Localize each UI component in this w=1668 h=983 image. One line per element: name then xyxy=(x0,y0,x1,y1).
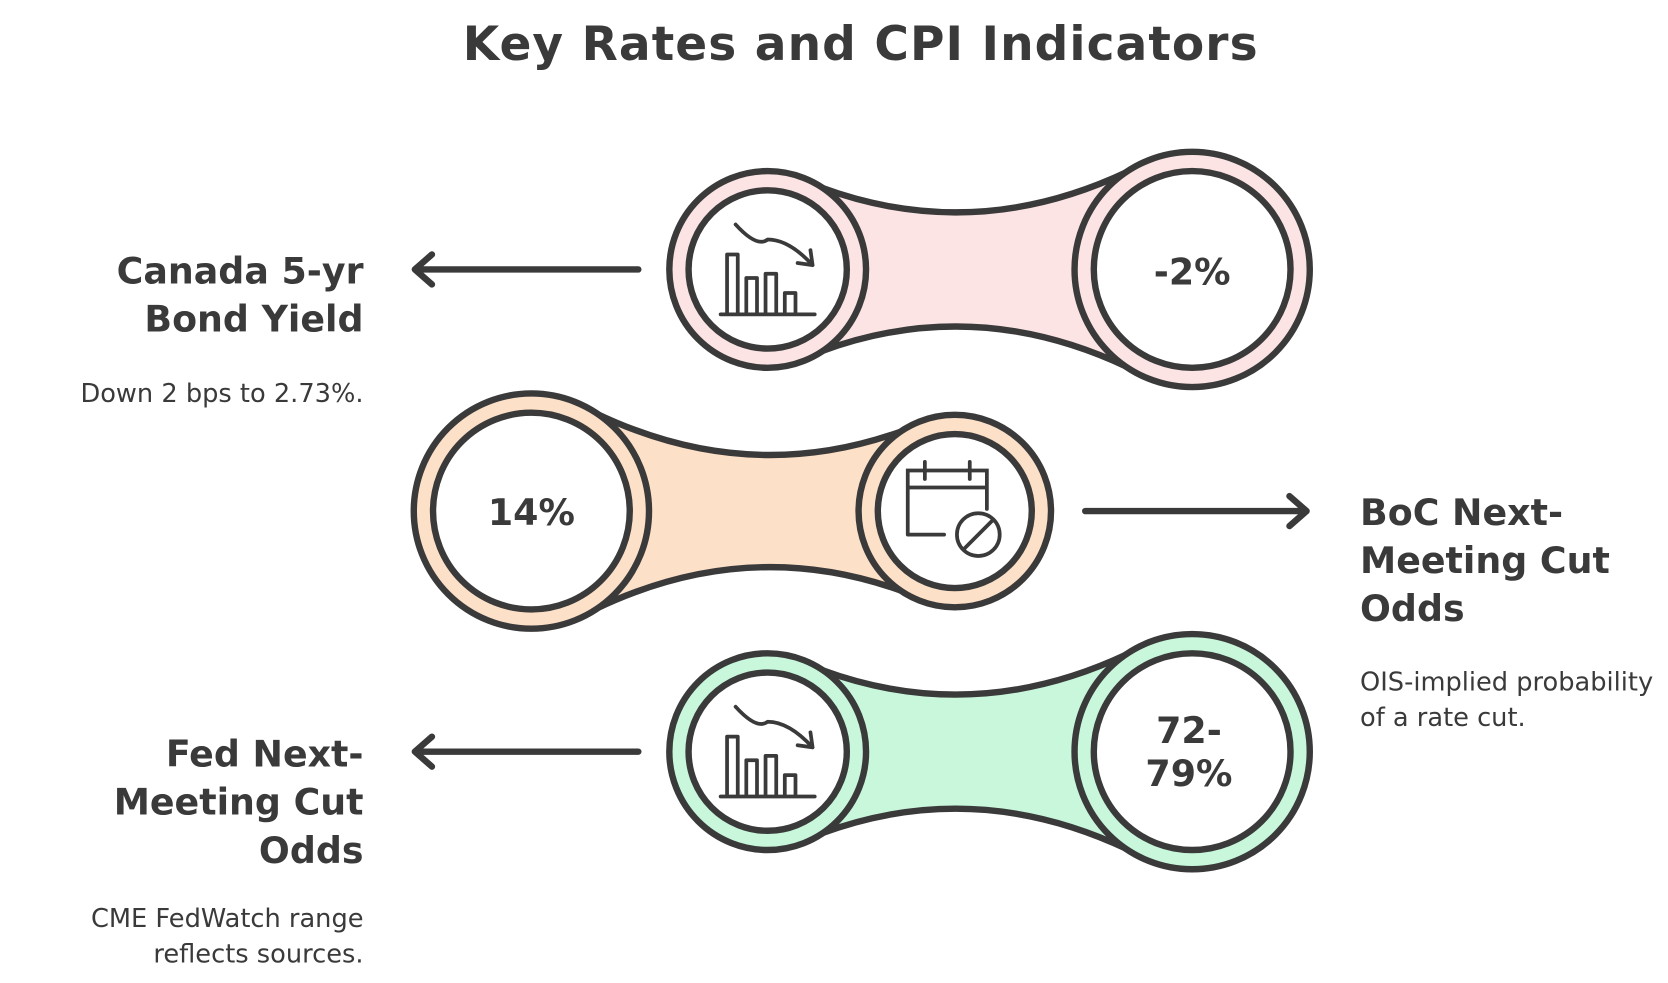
heading: BoC Next-Meeting Cut Odds xyxy=(1360,491,1610,631)
description: OIS-implied probability of a rate cut. xyxy=(1360,667,1654,733)
arrow xyxy=(1082,492,1310,530)
description: CME FedWatch range reflects sources. xyxy=(90,903,364,969)
heading: Fed Next-Meeting Cut Odds xyxy=(113,733,364,873)
inner-circle xyxy=(1090,650,1294,854)
icon xyxy=(718,704,817,799)
description: Down 2 bps to 2.73%. xyxy=(80,378,364,409)
value: -2% xyxy=(1153,251,1231,295)
value: 14% xyxy=(487,491,575,535)
title: Key Rates and CPI Indicators xyxy=(462,17,1259,72)
value: 72-79% xyxy=(1145,709,1233,796)
icon xyxy=(962,518,995,551)
icon xyxy=(718,222,817,317)
heading: Canada 5-yr Bond Yield xyxy=(116,250,364,342)
arrow xyxy=(411,733,642,770)
inner-circle xyxy=(685,187,851,352)
icon xyxy=(905,460,989,537)
inner-circle xyxy=(874,430,1035,592)
arrow xyxy=(411,251,642,288)
inner-circle xyxy=(1090,167,1294,372)
inner-circle xyxy=(429,409,633,613)
inner-circle xyxy=(685,669,851,834)
